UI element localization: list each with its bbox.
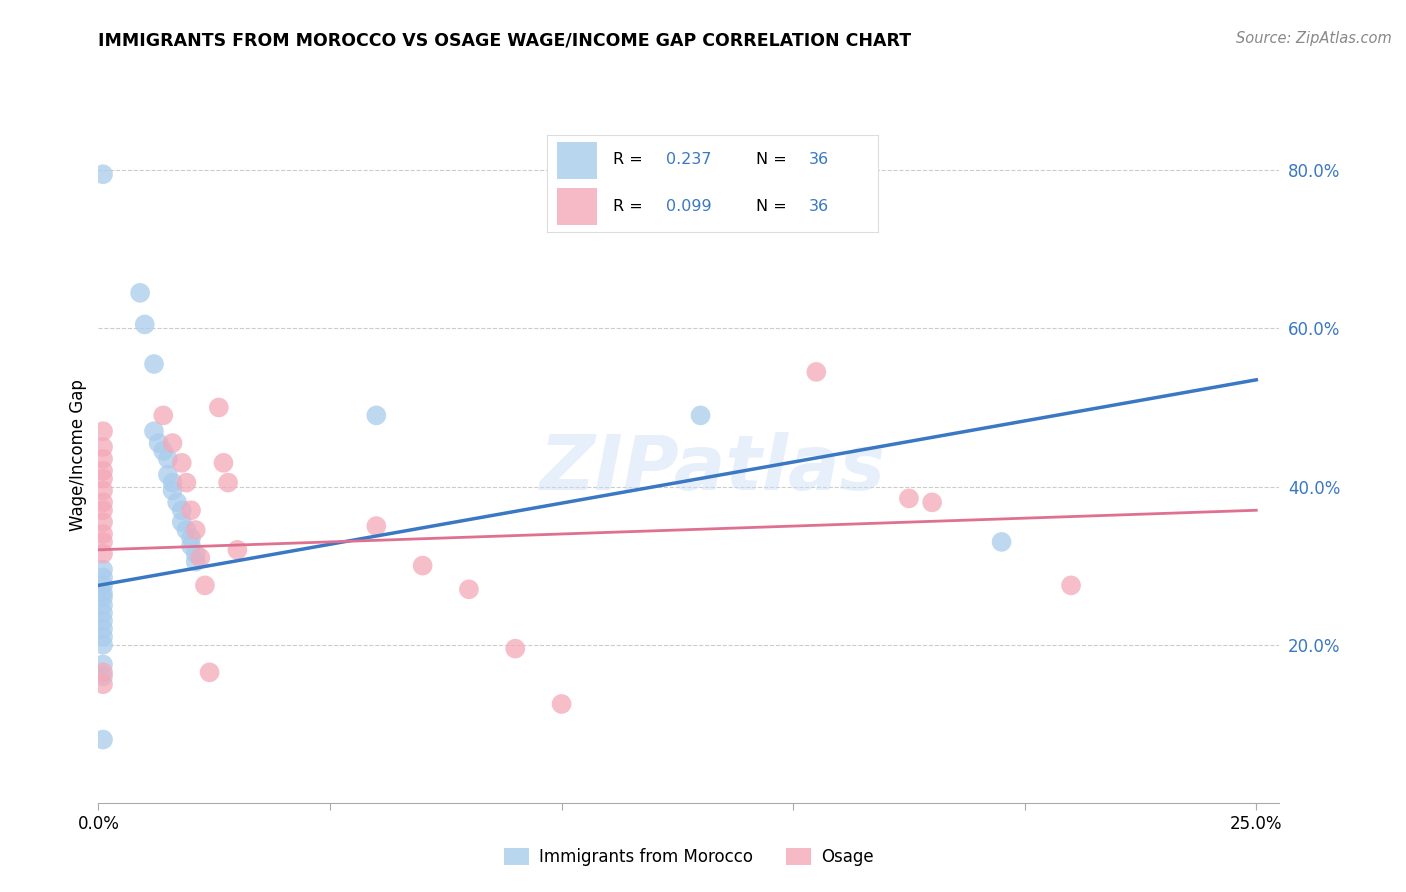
- Text: IMMIGRANTS FROM MOROCCO VS OSAGE WAGE/INCOME GAP CORRELATION CHART: IMMIGRANTS FROM MOROCCO VS OSAGE WAGE/IN…: [98, 31, 911, 49]
- Point: [366, 409, 388, 423]
- Point: [188, 550, 211, 565]
- Point: [91, 534, 114, 549]
- Point: [91, 483, 114, 498]
- Point: [184, 555, 207, 569]
- Point: [806, 365, 828, 379]
- Point: [91, 657, 114, 672]
- Point: [91, 630, 114, 644]
- Point: [91, 451, 114, 466]
- Point: [170, 456, 193, 470]
- Point: [921, 495, 943, 509]
- Point: [91, 527, 114, 541]
- Point: [458, 582, 481, 597]
- Text: 36: 36: [808, 153, 828, 167]
- Point: [91, 167, 114, 181]
- Text: Source: ZipAtlas.com: Source: ZipAtlas.com: [1236, 31, 1392, 46]
- Point: [91, 563, 114, 577]
- Point: [176, 523, 198, 537]
- Point: [152, 444, 174, 458]
- Point: [162, 436, 184, 450]
- Point: [198, 665, 221, 680]
- Point: [412, 558, 434, 573]
- Point: [180, 539, 202, 553]
- Point: [990, 534, 1012, 549]
- Point: [550, 697, 572, 711]
- Point: [91, 586, 114, 600]
- FancyBboxPatch shape: [557, 142, 596, 178]
- Point: [170, 503, 193, 517]
- Point: [208, 401, 231, 415]
- Point: [503, 641, 526, 656]
- Point: [91, 638, 114, 652]
- Point: [184, 547, 207, 561]
- Text: 36: 36: [808, 199, 828, 214]
- Point: [91, 547, 114, 561]
- Text: 0.099: 0.099: [666, 199, 711, 214]
- Point: [897, 491, 920, 506]
- Point: [129, 285, 152, 300]
- Point: [91, 472, 114, 486]
- Text: R =: R =: [613, 199, 648, 214]
- Point: [91, 665, 114, 680]
- Point: [166, 495, 188, 509]
- Point: [162, 483, 184, 498]
- Point: [91, 606, 114, 620]
- Y-axis label: Wage/Income Gap: Wage/Income Gap: [69, 379, 87, 531]
- FancyBboxPatch shape: [557, 188, 596, 226]
- Point: [180, 531, 202, 545]
- Point: [91, 503, 114, 517]
- Point: [91, 732, 114, 747]
- Point: [170, 515, 193, 529]
- Point: [217, 475, 239, 490]
- Point: [143, 357, 166, 371]
- Point: [143, 424, 166, 438]
- Point: [212, 456, 235, 470]
- Point: [91, 570, 114, 584]
- Point: [689, 409, 711, 423]
- Point: [91, 440, 114, 454]
- Point: [91, 677, 114, 691]
- Point: [1060, 578, 1083, 592]
- Point: [91, 515, 114, 529]
- Point: [91, 614, 114, 628]
- Point: [148, 436, 170, 450]
- Text: N =: N =: [755, 153, 792, 167]
- Point: [91, 669, 114, 683]
- Text: ZIPatlas: ZIPatlas: [540, 432, 886, 506]
- Point: [156, 451, 179, 466]
- Point: [91, 424, 114, 438]
- Point: [156, 467, 179, 482]
- Text: R =: R =: [613, 153, 648, 167]
- Point: [134, 318, 156, 332]
- Point: [176, 475, 198, 490]
- Point: [184, 523, 207, 537]
- Point: [91, 598, 114, 612]
- Point: [180, 503, 202, 517]
- Point: [91, 591, 114, 605]
- Point: [91, 464, 114, 478]
- Text: 0.237: 0.237: [666, 153, 711, 167]
- Point: [152, 409, 174, 423]
- Text: N =: N =: [755, 199, 792, 214]
- Point: [162, 475, 184, 490]
- Point: [226, 542, 249, 557]
- Point: [91, 495, 114, 509]
- Point: [366, 519, 388, 533]
- Point: [91, 578, 114, 592]
- Point: [194, 578, 217, 592]
- Point: [91, 622, 114, 636]
- Legend: Immigrants from Morocco, Osage: Immigrants from Morocco, Osage: [496, 839, 882, 874]
